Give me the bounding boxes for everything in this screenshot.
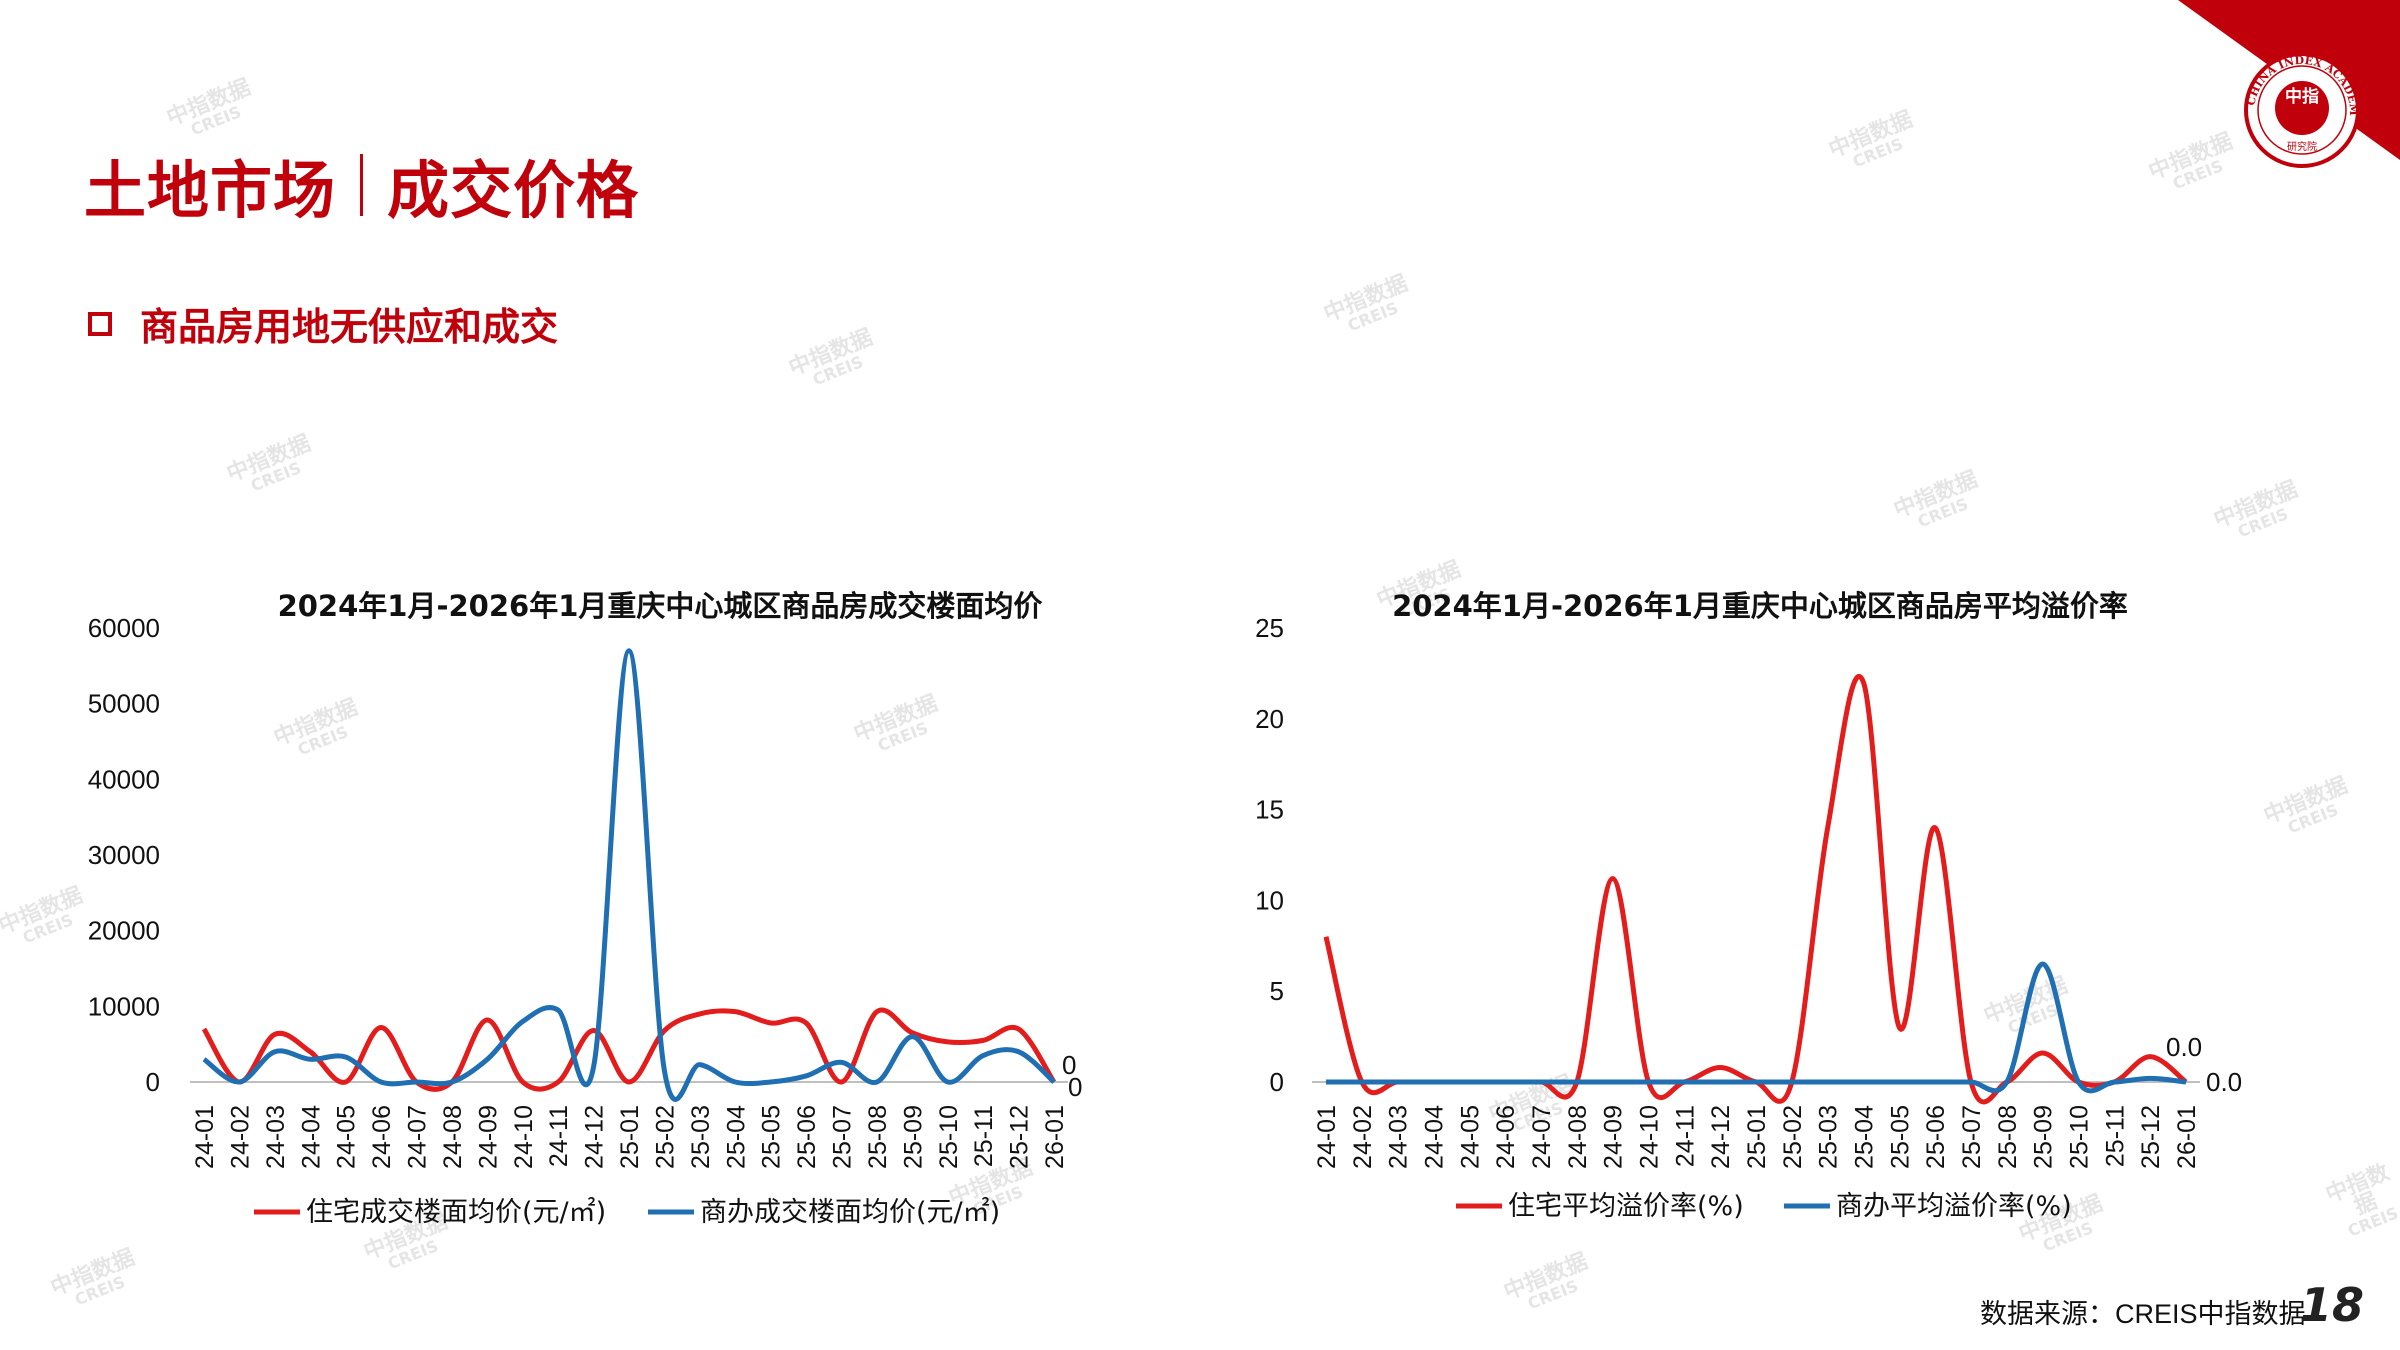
end-data-label: 0 <box>1068 1072 1082 1102</box>
x-tick-label: 24-01 <box>191 1105 219 1169</box>
x-tick-label: 25-07 <box>1958 1105 1986 1169</box>
x-tick-label: 25-12 <box>2137 1105 2165 1169</box>
legend-label: 商办平均溢价率(%) <box>1836 1191 2072 1222</box>
x-tick-label: 25-12 <box>1006 1105 1034 1169</box>
x-tick-label: 24-03 <box>1385 1105 1413 1169</box>
y-tick-label: 50000 <box>88 689 160 719</box>
y-tick-label: 5 <box>1270 976 1284 1006</box>
chart-title: 2024年1月-2026年1月重庆中心城区商品房平均溢价率 <box>1392 589 2128 623</box>
x-tick-label: 25-02 <box>1779 1105 1807 1169</box>
x-tick-label: 25-01 <box>1743 1105 1771 1169</box>
series-line-commercial <box>202 648 1056 1102</box>
x-tick-label: 24-08 <box>439 1105 467 1169</box>
x-tick-label: 24-06 <box>1492 1105 1520 1169</box>
x-tick-label: 24-06 <box>368 1105 396 1169</box>
x-tick-label: 25-11 <box>970 1105 998 1167</box>
y-tick-label: 15 <box>1255 795 1284 825</box>
x-tick-label: 25-01 <box>616 1105 644 1169</box>
legend-label: 住宅平均溢价率(%) <box>1508 1191 1744 1222</box>
x-tick-label: 25-10 <box>2066 1105 2094 1169</box>
legend-label: 住宅成交楼面均价(元/㎡) <box>306 1197 606 1228</box>
x-tick-label: 24-02 <box>226 1105 254 1169</box>
x-tick-label: 25-09 <box>2030 1105 2058 1169</box>
y-tick-label: 10 <box>1255 885 1284 915</box>
x-tick-label: 25-11 <box>2101 1105 2129 1167</box>
chart-title: 2024年1月-2026年1月重庆中心城区商品房成交楼面均价 <box>278 589 1044 623</box>
y-tick-label: 60000 <box>88 613 160 643</box>
section-subtitle: 商品房用地无供应和成交 <box>88 296 558 351</box>
data-source: 数据来源：CREIS中指数据 <box>1980 1299 2306 1329</box>
page-title: 土地市场 成交价格 <box>84 140 639 230</box>
x-tick-label: 24-01 <box>1313 1105 1341 1169</box>
x-tick-label: 24-04 <box>1421 1105 1449 1169</box>
page-number: 18 <box>2300 1278 2365 1332</box>
x-tick-label: 25-03 <box>687 1105 715 1169</box>
x-tick-label: 24-05 <box>333 1105 361 1169</box>
x-tick-label: 24-11 <box>545 1105 573 1167</box>
checkbox-bullet-icon <box>88 311 112 336</box>
x-tick-label: 25-02 <box>651 1105 679 1169</box>
end-data-label: 0.0 <box>2166 1032 2202 1062</box>
y-tick-label: 40000 <box>88 764 160 794</box>
x-tick-label: 25-08 <box>1994 1105 2022 1169</box>
x-tick-label: 24-07 <box>404 1105 432 1169</box>
x-tick-label: 25-06 <box>1922 1105 1950 1169</box>
x-tick-label: 24-07 <box>1528 1105 1556 1169</box>
x-tick-label: 25-09 <box>899 1105 927 1169</box>
x-tick-label: 24-11 <box>1671 1105 1699 1167</box>
x-tick-label: 24-09 <box>474 1105 502 1169</box>
legend-label: 商办成交楼面均价(元/㎡) <box>700 1197 1000 1228</box>
x-tick-label: 24-10 <box>1636 1105 1664 1169</box>
y-tick-label: 10000 <box>88 991 160 1021</box>
x-tick-label: 25-04 <box>722 1105 750 1169</box>
y-tick-label: 0 <box>146 1067 160 1097</box>
x-tick-label: 24-03 <box>262 1105 290 1169</box>
x-tick-label: 25-08 <box>864 1105 892 1169</box>
end-data-label: 0 <box>1062 1050 1076 1080</box>
x-tick-label: 26-01 <box>1041 1105 1069 1169</box>
x-tick-label: 24-05 <box>1456 1105 1484 1169</box>
x-tick-label: 24-12 <box>1707 1105 1735 1169</box>
x-tick-label: 26-01 <box>2173 1105 2201 1169</box>
x-tick-label: 24-04 <box>297 1105 325 1169</box>
x-tick-label: 25-10 <box>935 1105 963 1169</box>
x-tick-label: 24-10 <box>510 1105 538 1169</box>
title-divider <box>360 154 364 216</box>
x-tick-label: 25-06 <box>793 1105 821 1169</box>
y-tick-label: 0 <box>1270 1067 1284 1097</box>
y-tick-label: 25 <box>1255 613 1284 643</box>
x-tick-label: 24-12 <box>581 1105 609 1169</box>
x-tick-label: 25-03 <box>1815 1105 1843 1169</box>
x-tick-label: 25-05 <box>1886 1105 1914 1169</box>
x-tick-label: 25-07 <box>829 1105 857 1169</box>
series-line-residential <box>1323 673 2188 1105</box>
x-tick-label: 25-04 <box>1851 1105 1879 1169</box>
x-tick-label: 25-05 <box>758 1105 786 1169</box>
x-tick-label: 24-09 <box>1600 1105 1628 1169</box>
y-tick-label: 20000 <box>88 916 160 946</box>
x-tick-label: 24-02 <box>1349 1105 1377 1169</box>
section-subtitle-text: 商品房用地无供应和成交 <box>140 305 559 349</box>
end-data-label: 0.0 <box>2206 1067 2242 1097</box>
x-tick-label: 24-08 <box>1564 1105 1592 1169</box>
y-tick-label: 20 <box>1255 704 1284 734</box>
y-tick-label: 30000 <box>88 840 160 870</box>
series-line-commercial <box>1325 961 2187 1094</box>
page-title-right: 成交价格 <box>387 154 640 227</box>
page-title-left: 土地市场 <box>84 154 337 227</box>
